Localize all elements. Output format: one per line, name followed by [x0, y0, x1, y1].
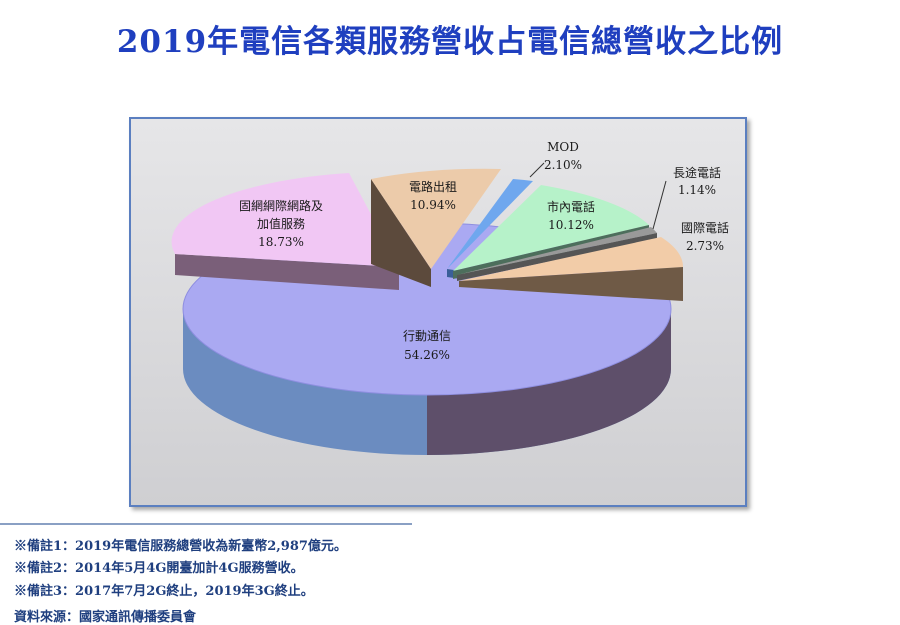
label-local-phone-value: 10.12% — [548, 218, 594, 232]
label-mobile-name: 行動通信 — [403, 329, 451, 343]
slice-leased-line-top — [371, 168, 501, 269]
label-mobile-value: 54.26% — [404, 348, 450, 362]
label-leased-line-value: 10.94% — [410, 198, 456, 212]
slice-long-distance-top — [457, 227, 657, 275]
label-international-value: 2.73% — [686, 239, 724, 253]
slice-international-top — [459, 237, 684, 281]
pie-chart: 行動通信 54.26% 固網網際網路及 加值服務 18.73% 電路出租 10.… — [131, 119, 745, 505]
slice-leased-line — [371, 168, 501, 287]
slice-local-phone-top — [453, 185, 649, 271]
slice-mod-top — [447, 179, 533, 269]
label-local-phone-name: 市內電話 — [547, 199, 595, 214]
slice-fixed-internet — [171, 173, 399, 290]
label-fixed-internet-value: 18.73% — [258, 235, 304, 249]
slice-long-distance — [457, 227, 657, 281]
chart-frame: 行動通信 54.26% 固網網際網路及 加值服務 18.73% 電路出租 10.… — [129, 117, 747, 507]
notes-divider — [0, 523, 412, 525]
leader-line-mod — [529, 162, 545, 178]
label-fixed-internet-name-2: 加值服務 — [257, 216, 305, 231]
label-mod-name: MOD — [547, 140, 579, 154]
label-international-name: 國際電話 — [681, 220, 729, 235]
label-fixed-internet-name-1: 固網網際網路及 — [239, 198, 323, 213]
label-long-distance-value: 1.14% — [678, 183, 716, 197]
note-3: ※備註3：2017年7月2G終止，2019年3G終止。 — [14, 584, 314, 599]
note-2: ※備註2：2014年5月4G開臺加計4G服務營收。 — [14, 561, 304, 576]
label-leased-line-name: 電路出租 — [409, 179, 457, 194]
slice-fixed-internet-top — [171, 173, 399, 267]
leader-line-long-distance — [652, 180, 667, 230]
chart-title: 2019年電信各類服務營收占電信總營收之比例 — [116, 24, 784, 60]
note-1: ※備註1：2019年電信服務總營收為新臺幣2,987億元。 — [14, 539, 347, 554]
label-mod-value: 2.10% — [544, 158, 582, 172]
slice-international — [459, 237, 684, 301]
label-long-distance-name: 長途電話 — [673, 165, 721, 180]
